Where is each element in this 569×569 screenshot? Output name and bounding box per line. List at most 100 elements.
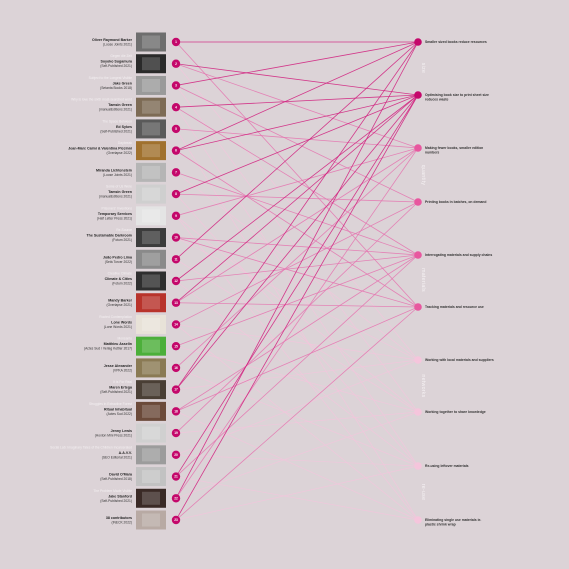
connection-edge bbox=[175, 63, 419, 96]
book-number: 9 bbox=[175, 214, 177, 218]
book-node bbox=[171, 407, 181, 416]
book-cover-image bbox=[136, 380, 166, 400]
book-cover-image bbox=[136, 445, 166, 465]
category-label: quantity bbox=[420, 165, 426, 186]
book-cover-detail bbox=[142, 361, 160, 375]
book-publisher: (Fotum 2022) bbox=[112, 282, 132, 286]
connection-edge bbox=[175, 258, 419, 413]
book-cover-detail bbox=[142, 404, 160, 418]
book-cover-image bbox=[136, 488, 166, 508]
book-number: 17 bbox=[174, 388, 178, 392]
strategy-node bbox=[414, 251, 422, 259]
connection-edge bbox=[175, 41, 419, 86]
connection-edge bbox=[175, 254, 419, 477]
book-publisher: (Half Letter Press 2021) bbox=[97, 216, 132, 220]
book-node bbox=[171, 102, 181, 112]
book-number: 20 bbox=[174, 453, 178, 457]
strategy-node-group: Smaller sized books reduce resources bbox=[414, 38, 487, 46]
connection-edge bbox=[175, 476, 419, 521]
book-node bbox=[171, 59, 181, 68]
connection-edge bbox=[175, 193, 419, 203]
strategy-node-group: Printing books in batches, on demand bbox=[414, 198, 486, 206]
book-title: Some of Us Were bbox=[106, 185, 132, 189]
book-author: Climate & Cities bbox=[105, 277, 132, 281]
strategy-node-group: Re-using leftover materials bbox=[414, 462, 469, 470]
connection-edge bbox=[175, 41, 419, 308]
connection-edges bbox=[175, 41, 419, 521]
book-publisher: (Self-Published 2021) bbox=[100, 390, 132, 394]
book-publisher: (Fotum 2021) bbox=[112, 238, 132, 242]
book-title: Why is love the sixth most-searched word bbox=[71, 98, 132, 102]
strategy-node bbox=[414, 356, 422, 364]
connection-edge bbox=[175, 94, 419, 477]
connection-edge bbox=[175, 411, 419, 499]
book-title: Prisoners' Inventions bbox=[102, 206, 133, 210]
book-cover-image bbox=[136, 401, 166, 421]
connection-edge bbox=[175, 359, 419, 456]
connection-edge bbox=[175, 63, 419, 361]
book-cover-detail bbox=[142, 122, 160, 136]
book-node bbox=[171, 320, 181, 329]
connection-edge bbox=[175, 454, 419, 467]
book-row: The Space Between Ed Sykes(Self-Published… bbox=[100, 119, 181, 139]
connection-edge bbox=[175, 411, 419, 434]
connection-edge bbox=[175, 345, 419, 413]
book-cover-image bbox=[136, 75, 166, 95]
book-author: Ed Sykes bbox=[116, 125, 132, 129]
book-author: 38 contributors bbox=[106, 516, 132, 520]
connection-edge bbox=[175, 41, 419, 390]
connection-edge bbox=[175, 94, 419, 108]
book-number: 5 bbox=[175, 127, 177, 131]
connection-edge bbox=[175, 215, 419, 521]
book-row: Why is love the sixth most-searched word… bbox=[71, 97, 181, 117]
book-cover-detail bbox=[142, 209, 160, 223]
book-cover-image bbox=[136, 119, 166, 139]
strategy-node-group: Working with local materials and supplie… bbox=[414, 356, 494, 364]
connection-edge bbox=[175, 41, 419, 499]
strategy-node-group: Tracking materials and resource use bbox=[414, 303, 484, 311]
book-author: Ritual Inhabitual bbox=[104, 407, 132, 411]
book-cover-image bbox=[136, 228, 166, 248]
book-node bbox=[171, 494, 181, 503]
book-cover-detail bbox=[142, 35, 160, 49]
book-number: 3 bbox=[175, 84, 177, 88]
connection-edge bbox=[175, 94, 419, 282]
strategy-node bbox=[414, 462, 422, 470]
strategy-label: Eliminating single use materials ie. plas… bbox=[425, 518, 481, 526]
book-cover-detail bbox=[142, 317, 160, 331]
book-title: Re-Source bbox=[116, 228, 132, 232]
book-cover-image bbox=[136, 32, 166, 52]
connection-edge bbox=[175, 147, 419, 304]
connection-edge bbox=[175, 201, 419, 325]
category-label: materials bbox=[420, 268, 426, 292]
book-publisher: (Overlapse 2022) bbox=[107, 151, 132, 155]
connection-edge bbox=[175, 41, 419, 260]
book-publisher: (Self-Published 2021) bbox=[100, 64, 132, 68]
book-number: 18 bbox=[174, 409, 178, 413]
book-publisher: (Loose Joints 2021) bbox=[103, 43, 132, 47]
book-author: Maren Ertega bbox=[109, 386, 133, 390]
book-node bbox=[171, 81, 181, 90]
book-row: Jesse Alexander(VPKA 2022) 16 bbox=[104, 358, 181, 378]
book-publisher: (Self-Published 2018) bbox=[100, 477, 132, 481]
book-row: Miranda Lichtenstein(Loose Joints 2021) 7 bbox=[96, 162, 181, 182]
book-author: Matthieu Asselin bbox=[104, 342, 132, 346]
book-author: Jake Stanford bbox=[108, 494, 132, 498]
book-cover-image bbox=[136, 423, 166, 443]
connection-edge bbox=[175, 41, 419, 152]
strategy-node bbox=[414, 408, 422, 416]
book-author: David O'Mara bbox=[109, 473, 133, 477]
category-label: size bbox=[420, 63, 426, 73]
book-author: Lone Words bbox=[111, 320, 132, 324]
book-publisher: (manualEditions 2021) bbox=[99, 108, 132, 112]
connection-edge bbox=[175, 63, 419, 149]
category-label: networks bbox=[420, 374, 426, 397]
connection-edge bbox=[175, 94, 419, 521]
connection-edge bbox=[175, 106, 419, 467]
connection-edge bbox=[175, 359, 419, 390]
